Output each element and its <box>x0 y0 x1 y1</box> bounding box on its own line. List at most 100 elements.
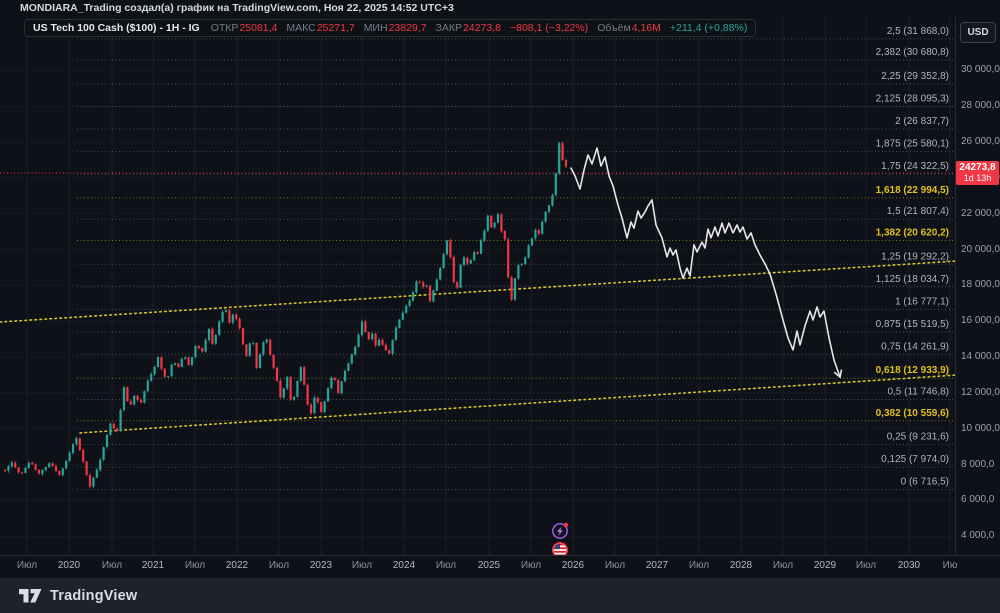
candle <box>180 358 183 367</box>
candle <box>490 215 493 228</box>
candle <box>262 342 265 355</box>
tradingview-logo[interactable]: TradingView <box>19 588 137 604</box>
candle <box>547 205 551 212</box>
candles-layer <box>3 141 568 489</box>
symbol-name[interactable]: US Tech 100 Cash ($100) - 1H - IG <box>33 22 200 34</box>
tradingview-logo-text: TradingView <box>50 587 138 604</box>
price-tick-label: 26 000,0 <box>961 136 1000 148</box>
fib-label: 2,382 (30 680,8) <box>876 47 949 58</box>
volume-change-value: +211,4 (+0,88%) <box>669 22 748 34</box>
candle <box>422 282 425 287</box>
candle <box>20 472 24 473</box>
candle <box>476 251 479 254</box>
candle <box>551 195 554 206</box>
time-tick-label: Июл <box>435 560 457 571</box>
time-tick-label: Июл <box>101 560 123 571</box>
candle <box>112 423 115 429</box>
candle <box>524 257 527 264</box>
candle <box>384 344 387 351</box>
candle <box>265 339 268 343</box>
candle <box>160 357 163 369</box>
last-price-badge: 24273,8 1d 13h <box>956 161 999 185</box>
candle <box>534 230 537 239</box>
candle <box>517 265 520 279</box>
price-tick-label: 20 000,0 <box>961 243 1000 255</box>
candle <box>530 238 534 246</box>
fib-label: 2,5 (31 868,0) <box>887 26 949 37</box>
price-tick-label: 28 000,0 <box>961 100 1000 112</box>
candle <box>48 463 51 468</box>
forecast-projection-line[interactable] <box>570 147 843 379</box>
arrow-head <box>833 369 843 379</box>
candle <box>401 312 404 320</box>
symbol-legend[interactable]: US Tech 100 Cash ($100) - 1H - IG ОТКР25… <box>24 19 757 37</box>
fib-label: 1,875 (25 580,1) <box>876 139 949 150</box>
price-tick-label: 22 000,0 <box>961 207 1000 219</box>
candle <box>231 314 234 323</box>
price-tick-label: 6 000,0 <box>961 494 995 506</box>
time-axis[interactable]: Июл 2020 Июл 2021 Июл 2022 Июл 2023 Июл 2024 Июл 20… <box>0 555 1000 578</box>
candle <box>153 367 156 374</box>
candle <box>221 312 224 322</box>
fib-label: 0,125 (7 974,0) <box>881 454 949 465</box>
candle <box>496 214 500 223</box>
candle <box>394 327 398 340</box>
candle <box>561 143 564 160</box>
price-axis[interactable]: USD 24273,8 1d 13h 30 000,0 28 000,0 26 00… <box>955 17 1000 556</box>
candle <box>360 321 364 335</box>
candle <box>17 467 20 473</box>
candle <box>129 401 132 405</box>
candle <box>167 376 170 377</box>
candle <box>258 354 262 368</box>
time-tick-label: 2029 <box>813 560 837 571</box>
candle <box>323 401 326 413</box>
time-tick-label: Июл <box>855 560 877 571</box>
candle <box>37 469 41 474</box>
fib-label: 0,5 (11 746,8) <box>887 386 949 397</box>
candle <box>68 452 71 461</box>
price-tick-label: 18 000,0 <box>961 279 1000 291</box>
candle <box>3 470 7 471</box>
trend-channel-lines[interactable] <box>0 260 956 434</box>
candle <box>88 474 92 487</box>
candle <box>343 370 347 382</box>
fib-label: 0,382 (10 559,6) <box>876 408 949 419</box>
candle <box>143 391 146 403</box>
candle <box>469 260 472 264</box>
time-tick-label: 2026 <box>561 560 585 571</box>
fib-label: 0,75 (14 261,9) <box>881 341 949 352</box>
candle <box>173 363 177 365</box>
candle <box>85 461 88 475</box>
candle <box>41 469 44 474</box>
candle <box>350 354 353 364</box>
candle <box>163 368 166 377</box>
candle <box>228 310 231 323</box>
high-value: МАКС25271,7 <box>286 22 355 34</box>
time-tick-label: Июл <box>772 560 794 571</box>
candle <box>418 281 421 283</box>
candle <box>320 402 323 413</box>
close-value: ЗАКР24273,8 <box>435 22 501 34</box>
candle <box>425 285 428 287</box>
fib-label: 0,875 (15 519,5) <box>876 319 949 330</box>
price-tick-label: 16 000,0 <box>961 315 1000 327</box>
time-tick-label: 2023 <box>309 560 333 571</box>
candle <box>10 462 13 467</box>
candle <box>184 357 187 359</box>
currency-button[interactable]: USD <box>960 22 996 43</box>
candle <box>269 339 272 355</box>
economic-event-icon[interactable] <box>552 522 569 539</box>
candle <box>537 230 540 234</box>
candle <box>126 387 129 402</box>
candle <box>150 374 153 381</box>
candle <box>554 173 557 196</box>
price-tick-label: 30 000,0 <box>961 64 1000 76</box>
candle <box>194 346 197 358</box>
fib-label: 1,25 (19 292,2) <box>881 251 949 262</box>
price-tick-label: 8 000,0 <box>961 458 995 470</box>
trendline <box>79 374 956 434</box>
candle <box>333 377 336 380</box>
candle <box>544 211 547 222</box>
